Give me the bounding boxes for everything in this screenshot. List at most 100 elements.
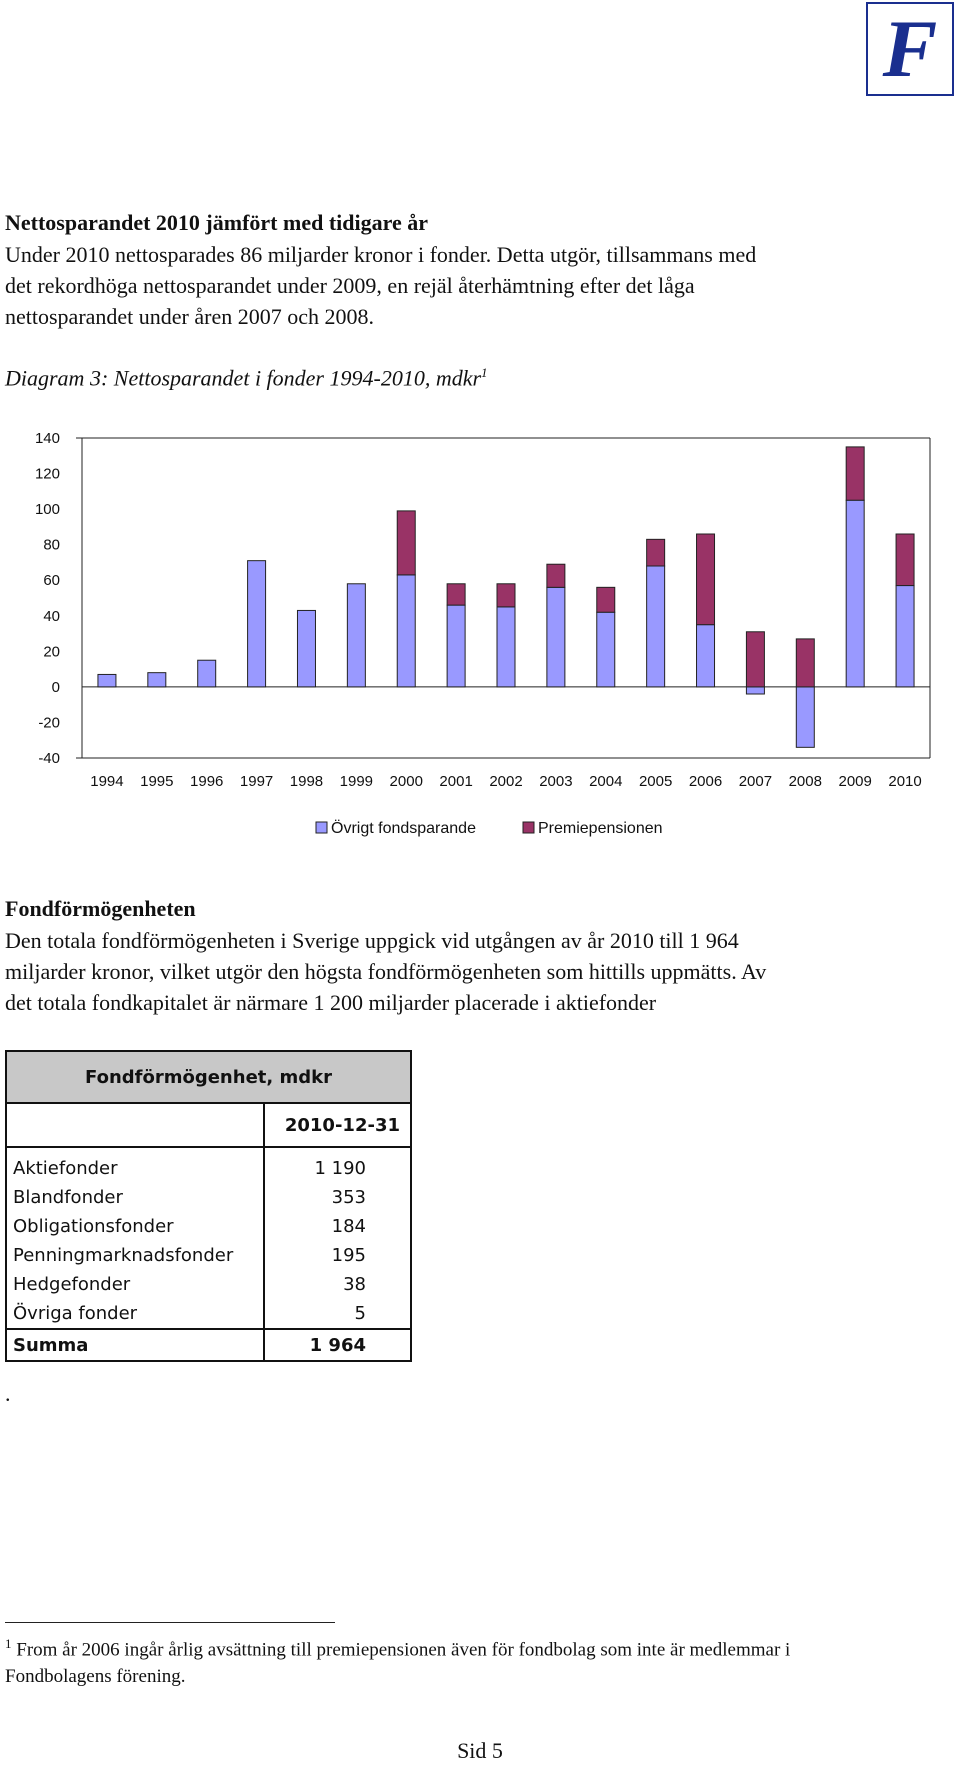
bar-premiepension-2006 [696, 533, 716, 626]
x-tick-label: 1997 [240, 773, 273, 790]
table-title: Fondförmögenhet, mdkr [5, 1050, 412, 1104]
x-axis-labels: 1994 1995 1996 1997 1998 1999 2000 2001 2002 2003… [90, 773, 921, 790]
y-tick-label: 60 [43, 572, 60, 589]
row-value: 5 [264, 1299, 412, 1329]
bar-ovrigt-2002 [496, 606, 516, 688]
footnote-ref: 1 [481, 365, 488, 380]
bar-ovrigt-2010 [895, 585, 915, 688]
y-tick-label: 40 [43, 608, 60, 625]
footnote-line: From år 2006 ingår årlig avsättning till… [16, 1639, 791, 1661]
footnote-separator [5, 1622, 335, 1623]
x-tick-label: 1994 [90, 773, 123, 790]
row-value: 184 [264, 1212, 412, 1241]
bar-ovrigt-2007 [745, 686, 765, 695]
y-tick-label: 100 [35, 501, 60, 518]
legend-label-ovrigt: Övrigt fondsparande [331, 819, 476, 837]
y-tick-label: 20 [43, 643, 60, 660]
bar-ovrigt-2001 [446, 604, 466, 688]
row-label: Hedgefonder [4, 1270, 266, 1299]
bar-ovrigt-1997 [247, 560, 267, 688]
x-tick-label: 2010 [888, 773, 921, 790]
x-tick-label: 1998 [290, 773, 323, 790]
bar-ovrigt-1996 [197, 659, 217, 688]
bar-ovrigt-2005 [646, 565, 666, 688]
y-axis-ticks: 140 120 100 80 60 40 20 0 -20 -40 [35, 430, 60, 767]
x-tick-label: 2006 [689, 773, 722, 790]
diagram-caption-text: Diagram 3: Nettosparandet i fonder 1994-… [5, 365, 482, 391]
table-row: Penningmarknadsfonder 195 [4, 1241, 412, 1270]
table-total-row: Summa 1 964 [4, 1328, 412, 1362]
y-tick-label: 0 [52, 679, 60, 696]
table-row: Övriga fonder 5 [4, 1299, 412, 1329]
footnote-line: Fondbolagens förening. [5, 1666, 186, 1688]
bar-ovrigt-1994 [97, 673, 117, 688]
page-number: Sid 5 [457, 1738, 503, 1763]
y-tick-label: 80 [43, 537, 60, 554]
bar-ovrigt-1998 [296, 609, 316, 688]
section-heading-fondformogenheten: Fondförmögenheten [5, 896, 196, 921]
paragraph-line: Den totala fondförmögenheten i Sverige u… [5, 928, 739, 953]
y-tick-label: -20 [38, 714, 60, 731]
section-paragraph-fondformogenheten: Den totala fondförmögenheten i Sverige u… [5, 925, 955, 1018]
bar-premiepension-2001 [446, 583, 466, 606]
total-label: Summa [4, 1328, 266, 1362]
legend-swatch-premiepension [522, 821, 535, 834]
y-tick-label: -40 [38, 750, 60, 767]
chart-legend: Övrigt fondsparande Premiepensionen [315, 819, 663, 837]
bar-premiepension-2004 [596, 586, 616, 613]
x-tick-label: 2004 [589, 773, 622, 790]
paragraph-line: det totala fondkapitalet är närmare 1 20… [5, 990, 657, 1015]
bar-ovrigt-1999 [346, 583, 366, 688]
row-value: 195 [264, 1241, 412, 1270]
y-tick-label: 120 [35, 466, 60, 483]
bar-premiepension-2007 [745, 631, 765, 688]
section-paragraph-nettosparandet: Under 2010 nettosparades 86 miljarder kr… [5, 239, 955, 332]
bar-premiepension-2010 [895, 533, 915, 587]
legend-label-premiepension: Premiepensionen [538, 820, 663, 837]
legend-swatch-ovrigt [315, 821, 328, 834]
diagram-caption: Diagram 3: Nettosparandet i fonder 1994-… [5, 365, 488, 391]
row-label: Penningmarknadsfonder [4, 1241, 266, 1270]
paragraph-line: miljarder kronor, vilket utgör den högst… [5, 959, 767, 984]
x-tick-label: 2002 [489, 773, 522, 790]
y-tick-label: 140 [35, 430, 60, 447]
table-column-header: 2010-12-31 [264, 1102, 412, 1148]
stray-dot: . [5, 1381, 11, 1406]
row-label: Aktiefonder [4, 1147, 266, 1183]
bar-premiepension-2000 [396, 510, 416, 576]
table-row: Aktiefonder 1 190 [4, 1147, 412, 1183]
footnote: 1 From år 2006 ingår årlig avsättning ti… [5, 1630, 945, 1690]
paragraph-line: nettosparandet under åren 2007 och 2008. [5, 304, 374, 329]
bar-ovrigt-2000 [396, 574, 416, 688]
bar-ovrigt-1995 [147, 672, 167, 688]
table-header-empty [4, 1102, 266, 1148]
total-value: 1 964 [264, 1328, 412, 1362]
x-tick-label: 2005 [639, 773, 672, 790]
x-tick-label: 2000 [390, 773, 423, 790]
x-tick-label: 2003 [539, 773, 572, 790]
x-tick-label: 2009 [838, 773, 871, 790]
footnote-number: 1 [5, 1636, 12, 1651]
bar-premiepension-2009 [845, 446, 865, 501]
fund-assets-table: Fondförmögenhet, mdkr 2010-12-31 Aktiefo… [4, 1050, 412, 1362]
bar-premiepension-2002 [496, 583, 516, 608]
row-value: 38 [264, 1270, 412, 1299]
x-tick-label: 2007 [739, 773, 772, 790]
bar-ovrigt-2009 [845, 499, 865, 688]
bar-ovrigt-2003 [546, 586, 566, 688]
paragraph-line: det rekordhöga nettosparandet under 2009… [5, 273, 695, 298]
paragraph-line: Under 2010 nettosparades 86 miljarder kr… [5, 242, 757, 267]
row-label: Obligationsfonder [4, 1212, 266, 1241]
row-label: Övriga fonder [4, 1299, 266, 1329]
row-label: Blandfonder [4, 1183, 266, 1212]
fondbolagen-logo: F [866, 2, 954, 96]
bar-premiepension-2008 [795, 638, 815, 688]
bar-premiepension-2005 [646, 538, 666, 567]
bar-ovrigt-2008 [795, 686, 815, 748]
table-row: Hedgefonder 38 [4, 1270, 412, 1299]
chart-bars [97, 446, 915, 748]
x-tick-label: 1999 [340, 773, 373, 790]
logo-letter: F [882, 3, 938, 94]
x-tick-label: 1995 [140, 773, 173, 790]
x-tick-label: 2001 [439, 773, 472, 790]
